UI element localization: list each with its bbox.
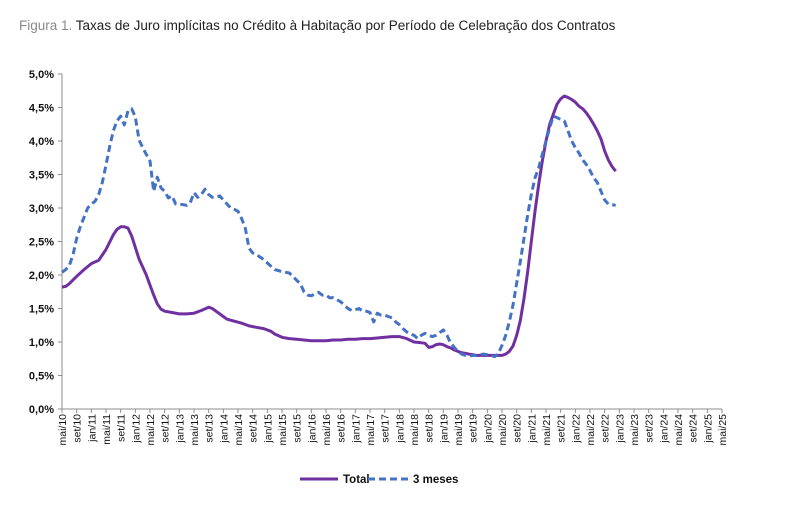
x-tick-label: jan/21 (526, 414, 538, 444)
series-line-total (61, 94, 617, 357)
legend: Total 3 meses (300, 474, 458, 486)
x-tick-label: mai/14 (233, 414, 245, 446)
x-tick-label: set/24 (688, 414, 700, 443)
x-tick-label: mai/23 (629, 414, 641, 446)
x-tick-label: set/13 (204, 414, 216, 443)
x-tick-label: mai/12 (145, 414, 157, 446)
x-tick-label: set/19 (468, 414, 480, 443)
x-tick-label: jan/14 (218, 414, 230, 444)
x-tick-label: mai/18 (409, 414, 421, 446)
x-tick-label: set/11 (116, 414, 128, 442)
x-tick-label: mai/19 (453, 414, 465, 446)
y-tick-label: 0,0% (29, 404, 54, 416)
x-tick-label: jan/16 (306, 414, 318, 444)
x-tick-label: mai/24 (673, 414, 685, 446)
x-tick-label: jan/12 (130, 414, 142, 444)
x-tick-label: mai/22 (585, 414, 597, 446)
x-tick-label: jan/15 (262, 414, 274, 444)
x-tick-label: set/15 (292, 414, 304, 443)
x-tick-label: jan/17 (350, 414, 362, 444)
y-tick-label: 4,5% (29, 103, 54, 115)
x-tick-label: set/22 (600, 414, 612, 443)
x-tick-label: mai/10 (57, 414, 69, 446)
y-tick-label: 0,5% (29, 371, 54, 383)
y-tick-label: 3,0% (29, 203, 54, 215)
x-tick-label: jan/23 (614, 414, 626, 444)
series-line-3-meses (61, 107, 616, 359)
x-tick-label: jan/18 (394, 414, 406, 444)
chart-title-line: Figura 1. Taxas de Juro implícitas no Cr… (19, 18, 615, 33)
x-tick-label: set/17 (380, 414, 392, 443)
x-tick-label: set/12 (160, 414, 172, 443)
legend-label: Total (343, 474, 370, 486)
x-tick-label: jan/13 (174, 414, 186, 444)
x-tick-label: set/14 (248, 414, 260, 443)
x-tick-label: set/10 (72, 414, 84, 443)
x-tick-label: set/20 (512, 414, 524, 443)
x-tick-label: mai/21 (541, 414, 553, 446)
series-lines (61, 94, 617, 359)
x-tick-label: mai/16 (321, 414, 333, 446)
x-tick-label: set/18 (424, 414, 436, 443)
legend-label: 3 meses (413, 474, 458, 486)
x-tick-label: mai/20 (497, 414, 509, 446)
x-tick-label: mai/15 (277, 414, 289, 446)
y-axis-ticks: 0,0% 0,5% 1,0% 1,5% 2,0% 2,5% 3,0% 3,5% 4,0% 4,5%… (29, 69, 62, 416)
y-tick-label: 5,0% (29, 69, 54, 81)
x-tick-label: mai/17 (365, 414, 377, 446)
x-tick-label: set/21 (556, 414, 568, 443)
y-tick-label: 2,0% (29, 270, 54, 282)
x-tick-label: jan/19 (438, 414, 450, 444)
x-tick-label: mai/13 (189, 414, 201, 446)
y-tick-label: 3,5% (29, 170, 54, 182)
x-tick-label: jan/11 (86, 414, 98, 443)
x-tick-label: mai/11 (101, 414, 113, 445)
x-tick-label: set/16 (336, 414, 348, 443)
x-tick-label: set/23 (644, 414, 656, 443)
chart-title: Taxas de Juro implícitas no Crédito à Ha… (75, 18, 616, 33)
y-tick-label: 1,0% (29, 337, 54, 349)
x-tick-label: jan/20 (482, 414, 494, 444)
x-tick-label: jan/22 (570, 414, 582, 444)
x-tick-label: mai/25 (717, 414, 729, 446)
y-tick-label: 4,0% (29, 136, 54, 148)
x-axis-ticks: mai/10 set/10 jan/11 mai/11 set/11 jan/12 mai/… (57, 409, 729, 446)
figure-label: Figura 1. (19, 18, 73, 33)
y-tick-label: 2,5% (29, 237, 54, 249)
y-tick-label: 1,5% (29, 304, 54, 316)
x-tick-label: jan/24 (658, 414, 670, 444)
x-tick-label: jan/25 (702, 414, 714, 444)
